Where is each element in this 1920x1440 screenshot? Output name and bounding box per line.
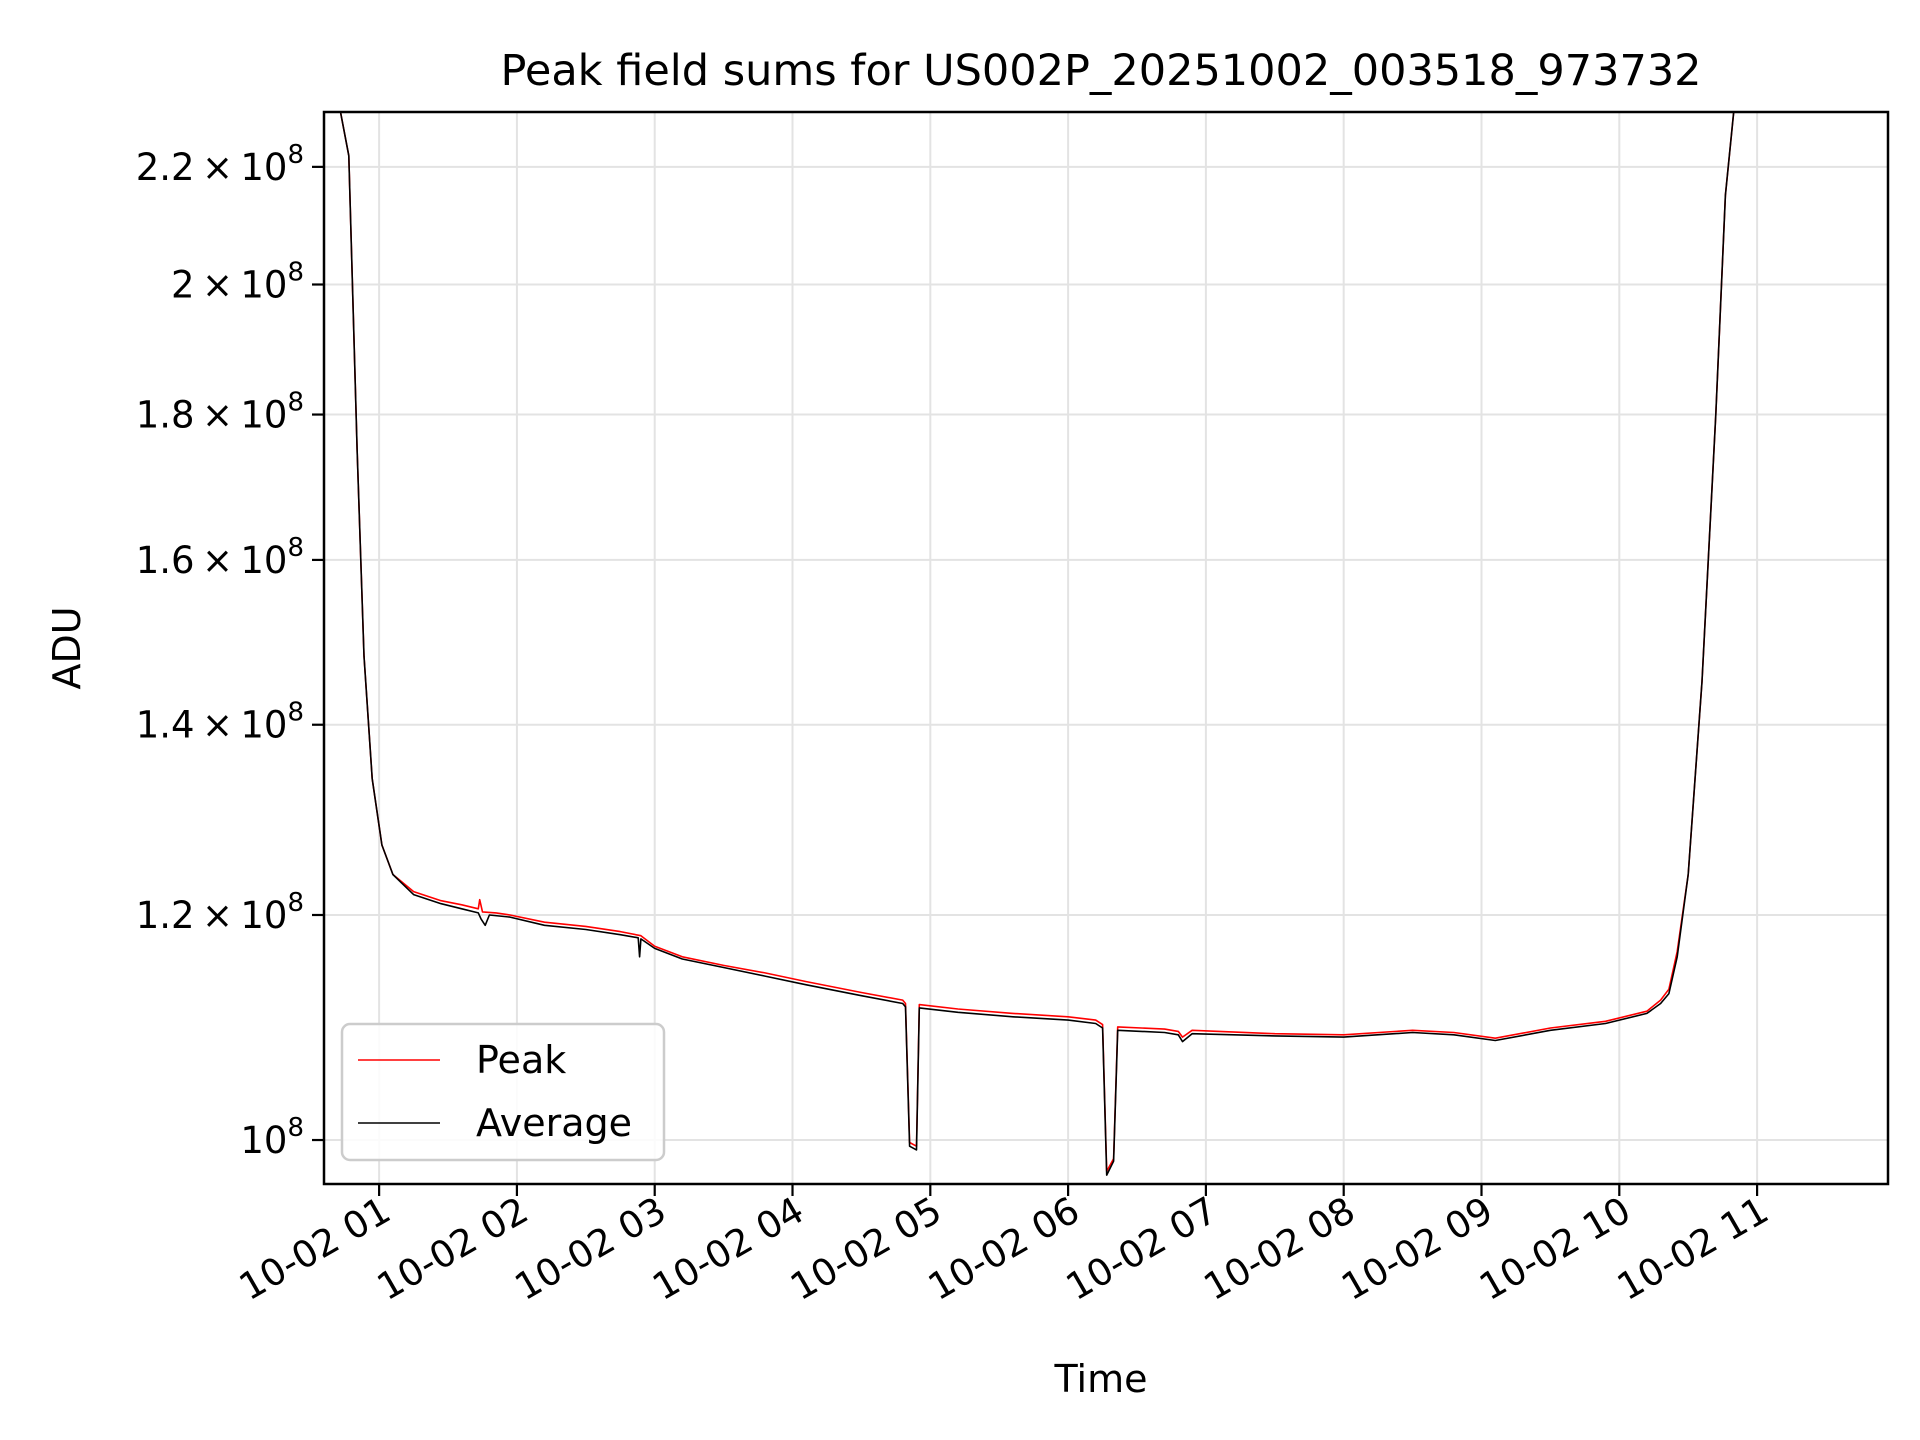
y-tick-mantissa: 2.2: [136, 146, 195, 189]
y-tick-exponent: 8: [287, 698, 304, 728]
chart-title: Peak field sums for US002P_20251002_0035…: [500, 46, 1701, 96]
plot-frame: [322, 110, 1890, 1186]
y-tick-exponent: 8: [287, 533, 304, 563]
y-tick-label: 2.2 × 108: [136, 140, 304, 189]
y-tick-label: 1.4 × 108: [136, 698, 304, 747]
grid: [324, 112, 1888, 1184]
y-tick-times: 10: [240, 1119, 287, 1162]
y-tick-times: × 10: [195, 146, 288, 189]
legend: Peak Average: [340, 1022, 666, 1162]
y-tick-label: 1.8 × 108: [136, 388, 304, 437]
y-tick-exponent: 8: [287, 1113, 304, 1143]
y-tick-mantissa: 1.6: [136, 539, 195, 582]
y-tick-label: 1.2 × 108: [136, 888, 304, 937]
y-tick-mantissa: 1.8: [136, 394, 195, 437]
y-tick-times: × 10: [195, 539, 288, 582]
y-tick-exponent: 8: [287, 388, 304, 418]
y-tick-times: × 10: [195, 394, 288, 437]
legend-label-average: Average: [476, 1101, 632, 1145]
x-axis-label: Time: [1054, 1357, 1148, 1401]
series-line-average: [324, 112, 1888, 1176]
y-tick-times: × 10: [195, 264, 288, 307]
y-tick-times: × 10: [195, 894, 288, 937]
y-tick-label: 1.6 × 108: [136, 533, 304, 582]
legend-box: [340, 1022, 666, 1162]
y-tick-label: 2 × 108: [171, 258, 304, 307]
y-tick-exponent: 8: [287, 140, 304, 170]
plot-region: [324, 112, 1888, 1176]
series-layer: [324, 112, 1888, 1176]
y-tick-exponent: 8: [287, 258, 304, 288]
y-tick-label: 108: [240, 1113, 304, 1162]
y-tick-mantissa: 1.4: [136, 704, 195, 747]
y-tick-times: × 10: [195, 704, 288, 747]
legend-label-peak: Peak: [476, 1038, 566, 1082]
y-tick-exponent: 8: [287, 888, 304, 918]
y-tick-mantissa: 1.2: [136, 894, 195, 937]
y-axis-label: ADU: [45, 606, 89, 689]
y-tick-mantissa: 2: [171, 264, 195, 307]
